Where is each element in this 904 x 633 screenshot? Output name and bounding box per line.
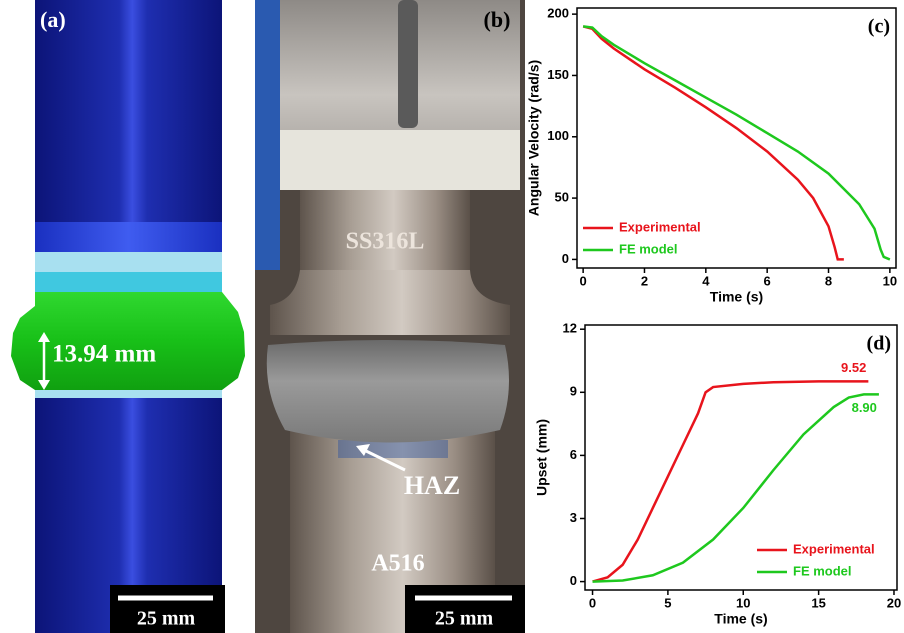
ruler — [280, 130, 520, 190]
end-label: 8.90 — [852, 400, 877, 415]
band — [35, 272, 222, 292]
x-tick-label: 15 — [811, 595, 825, 610]
legend-label: Experimental — [619, 219, 701, 234]
y-tick-label: 6 — [570, 447, 577, 462]
blue-object — [255, 0, 280, 270]
legend-label: Experimental — [793, 541, 875, 556]
y-tick-label: 0 — [570, 573, 577, 588]
panel-a: 13.94 mm (a) 25 mm — [11, 0, 245, 633]
x-tick-label: 6 — [764, 273, 771, 288]
y-tick-label: 9 — [570, 384, 577, 399]
y-axis-label: Angular Velocity (rad/s) — [526, 60, 542, 216]
figure: 13.94 mm (a) 25 mm (b) SS316L HAZ A516 2… — [0, 0, 904, 633]
x-tick-label: 10 — [883, 273, 897, 288]
page: 13.94 mm (a) 25 mm (b) SS316L HAZ A516 2… — [0, 0, 904, 633]
y-tick-label: 0 — [562, 251, 569, 266]
y-tick-label: 3 — [570, 510, 577, 525]
weld-bead — [267, 340, 509, 443]
x-tick-label: 0 — [589, 595, 596, 610]
y-tick-label: 200 — [547, 6, 569, 21]
region-label: A516 — [371, 551, 424, 577]
panel-label: (a) — [40, 7, 66, 32]
y-tick-label: 50 — [555, 190, 569, 205]
end-label: 9.52 — [841, 360, 866, 375]
x-tick-label: 8 — [825, 273, 832, 288]
x-tick-label: 5 — [664, 595, 671, 610]
x-tick-label: 10 — [736, 595, 750, 610]
region-label: SS316L — [346, 229, 425, 255]
band — [35, 390, 222, 398]
x-tick-label: 0 — [580, 273, 587, 288]
x-axis-label: Time (s) — [714, 611, 767, 627]
dimension-label: 13.94 mm — [52, 341, 156, 368]
panel-label: (d) — [867, 333, 891, 355]
y-tick-label: 12 — [563, 321, 577, 336]
panel-label: (b) — [484, 7, 511, 32]
x-tick-label: 2 — [641, 273, 648, 288]
band — [35, 252, 222, 272]
x-axis-label: Time (s) — [710, 289, 763, 305]
band — [35, 222, 222, 252]
y-axis-label: Upset (mm) — [534, 419, 550, 496]
scale-bar-label: 25 mm — [435, 608, 494, 630]
y-tick-label: 150 — [547, 67, 569, 82]
scale-bar-label: 25 mm — [137, 608, 196, 630]
legend-label: FE model — [793, 563, 852, 578]
haz-zone — [338, 440, 448, 458]
y-tick-label: 100 — [547, 128, 569, 143]
panel-b: (b) SS316L HAZ A516 25 mm — [255, 0, 525, 633]
legend-label: FE model — [619, 241, 678, 256]
x-tick-label: 4 — [702, 273, 710, 288]
x-tick-label: 20 — [887, 595, 901, 610]
inset-weld-ring — [398, 0, 418, 128]
panel-label: (c) — [868, 16, 890, 38]
region-label: HAZ — [404, 471, 460, 500]
